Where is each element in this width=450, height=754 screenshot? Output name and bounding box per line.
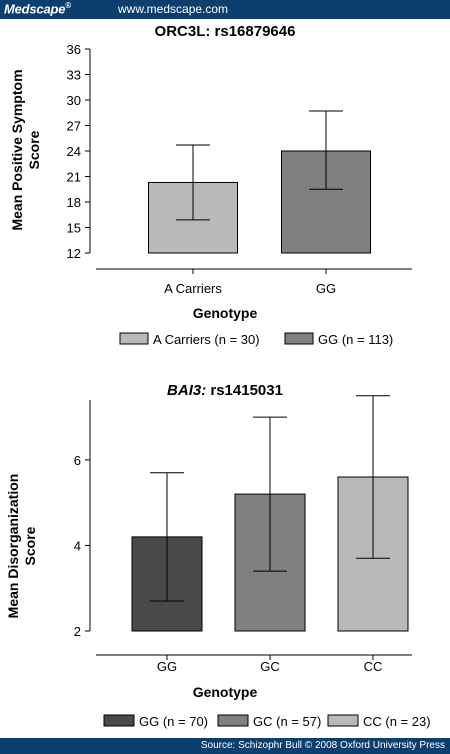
x-category-label: GG: [316, 281, 336, 296]
y-tick-label: 21: [67, 170, 81, 185]
x-category-label: GG: [157, 659, 177, 674]
legend-swatch: [103, 714, 135, 727]
header-bar: Medscape® www.medscape.com: [0, 0, 450, 19]
bar: [281, 150, 371, 254]
x-axis-title: Genotype: [193, 684, 258, 700]
legend-swatch: [284, 332, 314, 345]
y-tick-label: 6: [74, 453, 81, 468]
brand-registered-mark: ®: [65, 1, 71, 10]
legend-label: A Carriers (n = 30): [153, 332, 260, 347]
x-axis-title: Genotype: [193, 305, 258, 321]
y-tick-label: 18: [67, 195, 81, 210]
site-url[interactable]: www.medscape.com: [118, 2, 229, 16]
footer-bar: Source: Schizophr Bull © 2008 Oxford Uni…: [0, 738, 450, 754]
y-tick-label: 4: [74, 538, 81, 553]
y-tick-label: 2: [74, 624, 81, 639]
legend-label: GG (n = 70): [139, 714, 208, 729]
y-axis-title: Mean Positive SymptomScore: [9, 69, 42, 230]
y-tick-label: 30: [67, 93, 81, 108]
y-tick-label: 36: [67, 42, 81, 57]
legend-label: GG (n = 113): [318, 332, 393, 347]
y-axis-title: Mean DisorganizationScore: [5, 474, 38, 619]
legend-label: CC (n = 23): [363, 714, 431, 729]
x-category-label: GC: [260, 659, 280, 674]
y-tick-label: 15: [67, 221, 81, 236]
y-tick-label: 24: [67, 144, 81, 159]
y-tick-label: 12: [67, 246, 81, 261]
legend-swatch: [327, 714, 359, 727]
legend-label: GC (n = 57): [253, 714, 321, 729]
chart-title: ORC3L: rs16879646: [155, 23, 296, 40]
x-category-label: A Carriers: [164, 281, 222, 296]
y-tick-label: 27: [67, 119, 81, 134]
medscape-logo[interactable]: Medscape®: [4, 1, 71, 16]
chart-title: BAI3: rs1415031: [167, 382, 283, 399]
brand-name: Medscape: [4, 1, 66, 17]
legend-swatch: [217, 714, 249, 727]
source-credit: Source: Schizophr Bull © 2008 Oxford Uni…: [200, 740, 445, 751]
y-tick-label: 33: [67, 68, 81, 83]
legend-swatch: [119, 332, 149, 345]
x-category-label: CC: [364, 659, 383, 674]
